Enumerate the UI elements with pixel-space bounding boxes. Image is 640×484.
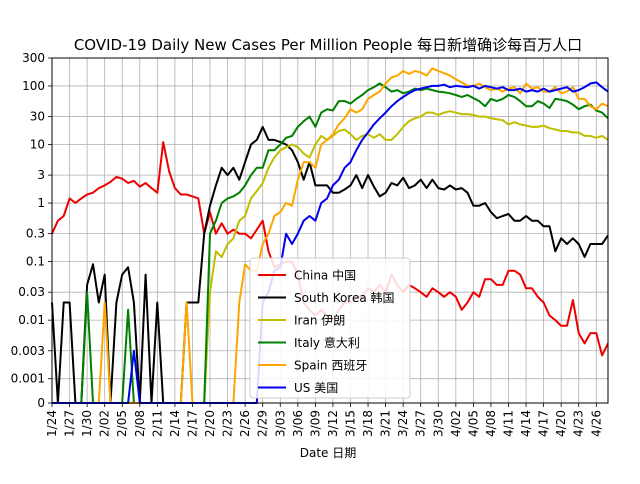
y-tick-label: 0.001 (11, 372, 45, 386)
x-tick-label: 3/15 (343, 410, 357, 437)
x-tick-label: 1/27 (63, 410, 77, 437)
x-tick-label: 4/08 (484, 410, 498, 437)
x-tick-label: 4/23 (572, 410, 586, 437)
x-tick-label: 4/02 (449, 410, 463, 437)
x-axis-label: Date 日期 (300, 446, 357, 460)
series-line-1 (51, 125, 609, 404)
y-tick-label: 100 (22, 79, 45, 93)
y-tick-label: 30 (30, 110, 45, 124)
x-axis-ticks: 1/24 1/27 1/30 2/02 2/05 2/08 2/11 2/14 2/17 2/20… (45, 403, 603, 437)
legend: China 中国 South Korea 韩国 Iran 伊朗 Italy 意大利 Sp… (249, 257, 411, 399)
x-tick-label: 2/14 (168, 410, 182, 437)
x-tick-label: 4/20 (554, 410, 568, 437)
legend-label-3: Italy 意大利 (294, 335, 360, 350)
legend-box (249, 257, 411, 399)
y-tick-label: 10 (30, 137, 45, 151)
legend-label-5: US 美国 (294, 381, 338, 395)
chart-title: COVID-19 Daily New Cases Per Million Peo… (74, 36, 582, 54)
x-tick-label: 2/05 (115, 410, 129, 437)
y-tick-label: 3 (37, 168, 45, 182)
x-tick-label: 4/17 (537, 410, 551, 437)
x-tick-label: 4/26 (589, 410, 603, 437)
grid-lines (51, 57, 608, 404)
y-tick-label: 0.1 (26, 255, 45, 269)
y-tick-label: 0.03 (18, 285, 45, 299)
plot-area-frame (51, 57, 609, 404)
legend-label-1: South Korea 韩国 (294, 290, 395, 305)
x-tick-label: 4/14 (519, 410, 533, 437)
y-tick-label: 1 (37, 196, 45, 210)
x-tick-label: 3/24 (396, 410, 410, 437)
x-tick-label: 2/17 (185, 410, 199, 437)
x-tick-label: 2/26 (238, 410, 252, 437)
y-tick-label: 300 (22, 51, 45, 65)
y-axis-ticks: 0 0.001 0.003 0.01 0.03 0.1 0.3 1 3 10 30 100 300 (11, 51, 52, 410)
x-tick-label: 3/06 (291, 410, 305, 437)
x-tick-label: 3/03 (273, 410, 287, 437)
y-tick-label: 0.3 (26, 227, 45, 241)
x-tick-label: 4/05 (466, 410, 480, 437)
x-tick-label: 2/11 (150, 410, 164, 437)
x-tick-label: 2/23 (221, 410, 235, 437)
x-tick-label: 2/29 (256, 410, 270, 437)
y-tick-label: 0.003 (11, 344, 45, 358)
x-tick-label: 2/08 (133, 410, 147, 437)
y-tick-label: 0 (37, 396, 45, 410)
x-tick-label: 3/30 (431, 410, 445, 437)
x-tick-label: 3/27 (414, 410, 428, 437)
legend-label-4: Spain 西班牙 (294, 359, 367, 373)
y-tick-label: 0.01 (18, 313, 45, 327)
legend-label-0: China 中国 (294, 268, 356, 283)
x-tick-label: 2/02 (98, 410, 112, 437)
x-tick-label: 1/24 (45, 410, 59, 437)
x-tick-label: 3/21 (379, 410, 393, 437)
x-tick-label: 4/11 (502, 410, 516, 437)
x-tick-label: 2/20 (203, 410, 217, 437)
legend-label-2: Iran 伊朗 (294, 314, 345, 328)
x-tick-label: 1/30 (80, 410, 94, 437)
x-tick-label: 3/18 (361, 410, 375, 437)
x-tick-label: 3/09 (308, 410, 322, 437)
x-tick-label: 3/12 (326, 410, 340, 437)
